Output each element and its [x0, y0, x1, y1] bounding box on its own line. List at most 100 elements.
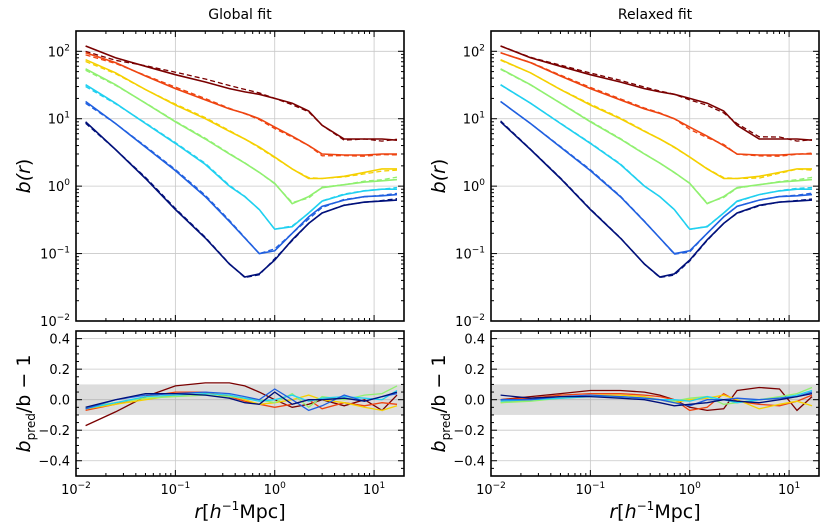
predicted-bias-line	[85, 54, 398, 157]
y-tick-label: −0.4	[453, 455, 485, 470]
y-tick-label-exponent: 0	[64, 178, 70, 188]
residual-line	[500, 386, 813, 412]
y-label-part: )	[428, 159, 450, 166]
y-label-part: b	[428, 440, 450, 452]
y-tick-label: 10−2	[40, 313, 70, 330]
x-tick-label-exponent: −1	[592, 481, 605, 491]
y-tick-label-exponent: −1	[472, 246, 485, 256]
x-label-part: r	[194, 501, 203, 523]
x-label-part: h	[210, 501, 222, 523]
y-axis-label: b(r)	[13, 159, 35, 194]
x-tick-label-exponent: 0	[280, 481, 286, 491]
panel-relaxed-fit: Relaxed fit10−210−1100101102b(r)0.40.20.…	[428, 7, 820, 523]
y-tick-label-base: 10	[455, 248, 472, 263]
predicted-bias-line	[500, 45, 813, 142]
bias-curves	[500, 45, 813, 279]
y-tick-label-base: 10	[463, 45, 480, 60]
residual-line	[85, 382, 398, 427]
y-tick-label-exponent: −2	[472, 313, 485, 323]
measured-bias-line	[85, 52, 397, 156]
panel-title: Global fit	[208, 7, 272, 23]
y-tick-label-exponent: −2	[57, 313, 70, 323]
residual-curves	[85, 382, 398, 427]
y-tick-label: 100	[463, 178, 486, 195]
y-tick-label: 0.2	[464, 363, 485, 378]
y-tick-label: 101	[463, 111, 485, 128]
y-tick-label-base: 10	[40, 315, 57, 330]
x-tick-label: 10−2	[476, 481, 506, 498]
predicted-bias-line	[500, 84, 813, 231]
x-tick-label-base: 10	[61, 483, 78, 498]
panel-title: Relaxed fit	[618, 7, 693, 23]
measured-bias-line	[85, 84, 397, 231]
x-label-part: Mpc]	[239, 501, 285, 523]
y-tick-label: 102	[48, 43, 70, 60]
x-label-part: r	[609, 501, 618, 523]
measured-bias-line	[500, 45, 813, 141]
top-axes-frame	[490, 30, 820, 322]
x-tick-label-exponent: −1	[177, 481, 190, 491]
y-axis-label: b(r)	[428, 159, 450, 194]
x-axis-label: r[h−1Mpc]	[609, 499, 700, 523]
x-tick-label-base: 10	[264, 483, 281, 498]
top-ticks	[75, 30, 405, 322]
x-label-part: [	[202, 501, 209, 523]
bias-curves	[85, 45, 398, 279]
bottom-axes-frame	[75, 330, 405, 477]
x-label-part: h	[625, 501, 637, 523]
y-tick-label: −0.2	[38, 424, 70, 439]
x-axis-label: r[h−1Mpc]	[194, 499, 285, 523]
residual-line	[500, 392, 813, 407]
y-tick-label: 0.4	[464, 333, 485, 348]
residual-line	[85, 391, 398, 408]
y-label-part: b(	[428, 172, 450, 193]
y-tick-label-base: 10	[463, 113, 480, 128]
x-tick-label-base: 10	[778, 483, 795, 498]
top-axes-frame	[75, 30, 405, 322]
predicted-bias-line	[85, 50, 398, 142]
y-tick-label-base: 10	[463, 180, 480, 195]
y-label-part: /b − 1	[428, 355, 450, 414]
measured-bias-line	[85, 121, 398, 278]
y-tick-label: 101	[48, 111, 70, 128]
y-label-part: )	[13, 159, 35, 166]
y-tick-label: 0.0	[464, 394, 485, 409]
y-tick-label: −0.4	[38, 455, 70, 470]
x-tick-label-exponent: 0	[695, 481, 701, 491]
y-tick-label-exponent: 1	[64, 111, 70, 121]
predicted-bias-line	[500, 120, 813, 279]
predicted-bias-line	[500, 68, 813, 204]
bottom-ticks	[75, 330, 405, 477]
residual-axis-label: bpred/b − 1	[428, 355, 453, 453]
x-tick-label-base: 10	[160, 483, 177, 498]
y-tick-label-exponent: 0	[479, 178, 485, 188]
y-tick-label-base: 10	[48, 180, 65, 195]
measured-bias-line	[85, 100, 398, 255]
y-tick-label-base: 10	[455, 315, 472, 330]
x-tick-label: 10−1	[160, 481, 190, 498]
y-tick-label: 10−1	[40, 246, 70, 263]
y-label-subscript: pred	[24, 413, 38, 440]
x-tick-label-base: 10	[575, 483, 592, 498]
residual-axis-label: bpred/b − 1	[13, 355, 38, 453]
y-tick-label: 0.2	[49, 363, 70, 378]
measured-bias-line	[500, 100, 813, 255]
x-tick-label-exponent: 1	[794, 481, 800, 491]
x-tick-label: 10−1	[575, 481, 605, 498]
y-tick-label: 10−2	[455, 313, 485, 330]
y-label-part: /b − 1	[13, 355, 35, 414]
x-tick-label-exponent: 1	[379, 481, 385, 491]
x-tick-label: 100	[264, 481, 287, 498]
x-tick-label-base: 10	[679, 483, 696, 498]
predicted-bias-line	[500, 100, 813, 255]
residual-curves	[500, 386, 813, 412]
measured-bias-line	[500, 52, 812, 156]
predicted-bias-line	[85, 60, 398, 180]
residual-line	[85, 389, 398, 410]
x-tick-label: 101	[778, 481, 800, 498]
x-tick-label-base: 10	[363, 483, 380, 498]
